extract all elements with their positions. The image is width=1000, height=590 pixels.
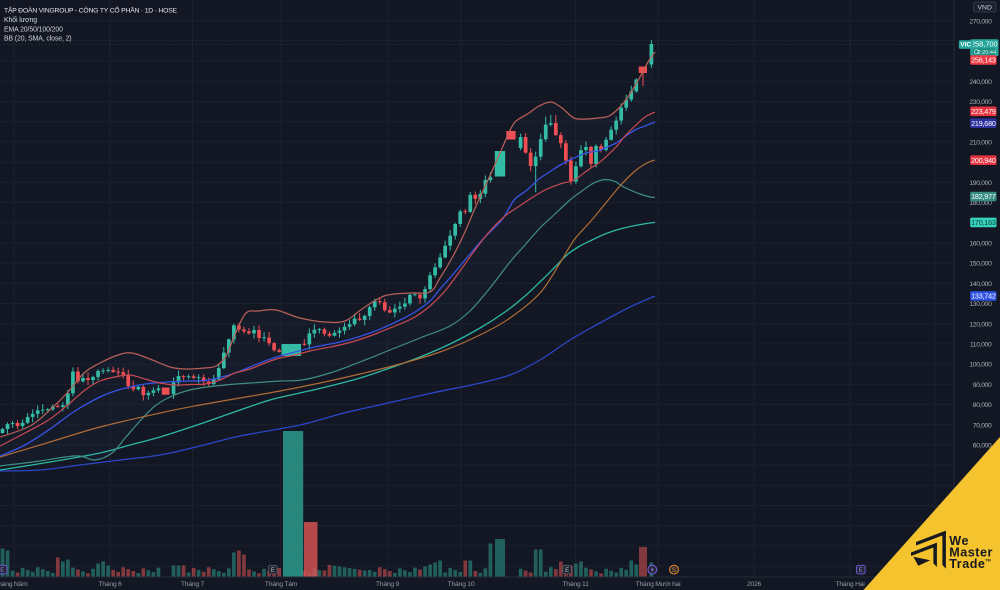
svg-text:Trade: Trade <box>949 557 985 571</box>
svg-text:110,000: 110,000 <box>970 342 992 349</box>
svg-text:80,000: 80,000 <box>973 402 992 409</box>
svg-text:140,000: 140,000 <box>969 281 992 288</box>
svg-text:240,000: 240,000 <box>969 79 992 86</box>
svg-text:E: E <box>565 568 569 574</box>
svg-text:182,977: 182,977 <box>971 192 996 201</box>
svg-text:Khối lượng: Khối lượng <box>4 15 37 24</box>
svg-text:100,000: 100,000 <box>969 362 992 369</box>
svg-text:Tháng 11: Tháng 11 <box>562 581 589 588</box>
svg-text:130,000: 130,000 <box>969 301 992 308</box>
svg-text:90,000: 90,000 <box>973 382 992 389</box>
svg-text:E: E <box>271 568 275 574</box>
svg-text:180,000: 180,000 <box>969 200 992 207</box>
svg-text:VIC: VIC <box>960 42 971 49</box>
svg-text:tháng Năm: tháng Năm <box>0 581 28 588</box>
svg-text:120,000: 120,000 <box>969 321 992 328</box>
svg-text:223,479: 223,479 <box>971 107 996 116</box>
svg-text:E: E <box>0 568 4 574</box>
svg-text:200,940: 200,940 <box>971 156 996 165</box>
svg-text:190,000: 190,000 <box>969 180 992 187</box>
svg-text:219,680: 219,680 <box>971 119 996 128</box>
svg-text:VND: VND <box>978 5 992 12</box>
svg-text:2:20:44: 2:20:44 <box>977 50 996 56</box>
svg-text:60,000: 60,000 <box>973 443 992 450</box>
svg-text:TẬP ĐOÀN VINGROUP - CÔNG TY CỔ: TẬP ĐOÀN VINGROUP - CÔNG TY CỔ PHẦN · 1D… <box>4 5 178 15</box>
svg-text:Tháng 10: Tháng 10 <box>448 581 475 588</box>
svg-text:S: S <box>672 567 676 574</box>
svg-text:EMA 20/50/100/200: EMA 20/50/100/200 <box>4 26 63 33</box>
svg-text:TM: TM <box>985 558 990 562</box>
svg-text:E: E <box>859 568 863 574</box>
svg-text:210,000: 210,000 <box>969 140 992 147</box>
svg-text:133,742: 133,742 <box>971 292 996 301</box>
svg-text:270,000: 270,000 <box>969 18 992 25</box>
svg-text:Master: Master <box>949 546 993 560</box>
svg-text:70,000: 70,000 <box>973 422 992 429</box>
svg-text:170,163: 170,163 <box>971 218 996 227</box>
svg-text:150,000: 150,000 <box>969 261 992 268</box>
svg-text:160,000: 160,000 <box>969 241 992 248</box>
svg-text:Tháng Mười hai: Tháng Mười hai <box>636 581 682 588</box>
svg-text:Tháng Tám: Tháng Tám <box>265 581 298 588</box>
svg-text:258,700: 258,700 <box>971 39 998 48</box>
svg-text:Tháng 7: Tháng 7 <box>181 581 205 588</box>
svg-text:Tháng 9: Tháng 9 <box>376 581 400 588</box>
svg-text:2026: 2026 <box>747 581 762 588</box>
svg-text:Tháng Hai: Tháng Hai <box>835 581 865 588</box>
svg-text:BB (20, SMA, close, 2): BB (20, SMA, close, 2) <box>4 36 72 43</box>
svg-text:We: We <box>949 534 969 548</box>
svg-text:256,143: 256,143 <box>971 56 996 65</box>
svg-text:230,000: 230,000 <box>969 99 992 106</box>
svg-text:Tháng 6: Tháng 6 <box>98 581 122 588</box>
